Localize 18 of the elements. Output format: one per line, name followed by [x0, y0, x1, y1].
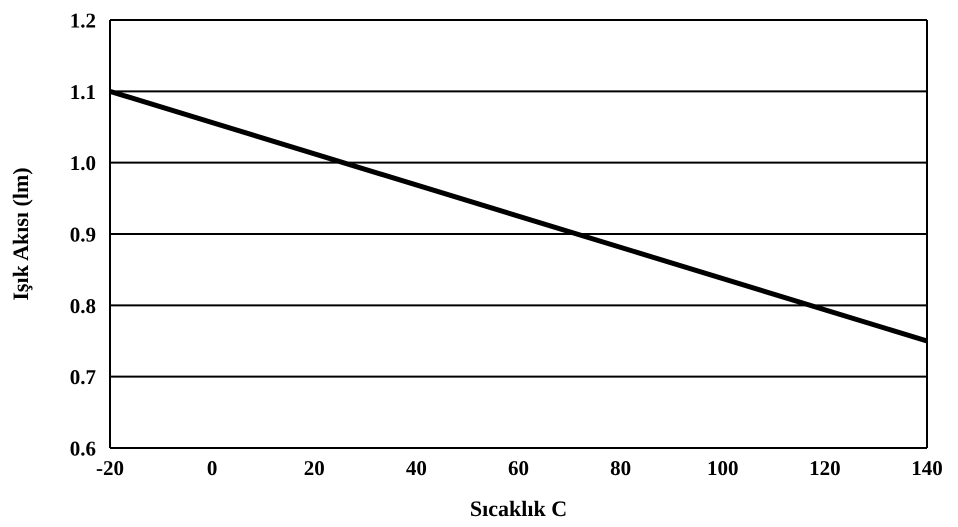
x-tick-label: 100: [707, 456, 738, 480]
x-tick-label: 20: [304, 456, 325, 480]
x-tick-label: -20: [96, 456, 124, 480]
x-tick-label: 80: [610, 456, 632, 480]
x-axis-title: Sıcaklık C: [470, 496, 568, 521]
y-axis-title: Işık Akısı (lm): [8, 167, 33, 301]
x-tick-label: 60: [508, 456, 529, 480]
y-tick-label: 1.1: [70, 80, 96, 104]
x-tick-label: 40: [406, 456, 427, 480]
y-tick-label: 0.6: [70, 436, 96, 460]
x-tick-label: 0: [206, 456, 218, 480]
x-tick-label: 120: [809, 456, 841, 480]
y-tick-label: 1.0: [70, 151, 96, 176]
x-tick-label: 140: [911, 456, 943, 480]
y-tick-label: 1.2: [70, 8, 96, 32]
y-tick-label: 0.9: [70, 222, 96, 246]
y-tick-label: 0.8: [70, 294, 96, 318]
y-tick-label: 0.7: [70, 365, 96, 390]
